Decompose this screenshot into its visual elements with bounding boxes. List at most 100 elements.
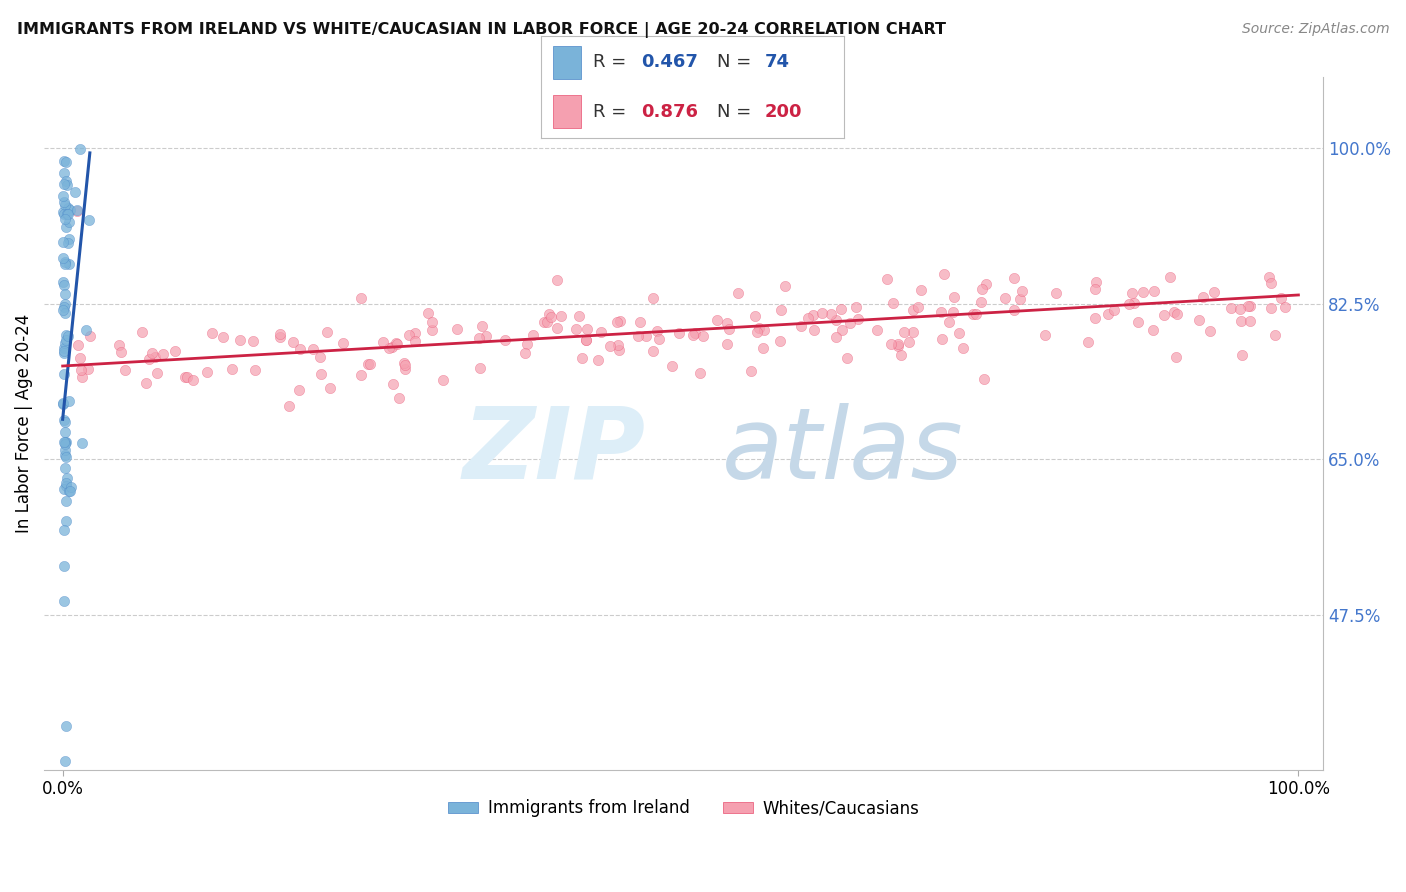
Point xyxy=(706,312,728,326)
Point xyxy=(288,384,311,398)
Point xyxy=(55,178,77,192)
Point xyxy=(1199,324,1222,338)
Point xyxy=(606,315,628,329)
Point xyxy=(1239,299,1261,313)
Point xyxy=(385,336,408,351)
Point xyxy=(56,329,79,343)
Point xyxy=(994,291,1017,305)
Point xyxy=(769,334,792,349)
Point xyxy=(55,254,77,268)
Point xyxy=(882,296,904,310)
Point xyxy=(1188,313,1211,327)
Bar xyxy=(554,45,581,78)
Point xyxy=(831,323,853,337)
Point xyxy=(228,334,250,348)
Point xyxy=(66,202,89,217)
Point xyxy=(75,323,97,337)
Point xyxy=(830,301,852,316)
Point xyxy=(55,154,77,169)
Point xyxy=(53,415,76,429)
Point xyxy=(1126,315,1149,329)
Point xyxy=(1011,284,1033,298)
Point xyxy=(52,341,75,355)
Point xyxy=(571,351,593,366)
Point xyxy=(1077,335,1099,350)
Point xyxy=(901,302,924,317)
Point xyxy=(52,345,75,359)
Point xyxy=(53,461,76,475)
Point xyxy=(384,335,406,350)
Point xyxy=(586,353,609,368)
Point xyxy=(446,322,468,336)
Point xyxy=(55,435,77,450)
Point xyxy=(53,257,76,271)
Point xyxy=(773,279,796,293)
Point xyxy=(53,425,76,439)
Point xyxy=(752,341,775,355)
Point xyxy=(1121,285,1143,300)
Point xyxy=(416,306,439,320)
Point xyxy=(404,326,426,340)
Point xyxy=(108,338,131,352)
Point xyxy=(55,471,77,485)
Point xyxy=(948,326,970,340)
Point xyxy=(302,342,325,356)
Point xyxy=(846,312,869,326)
Point xyxy=(748,320,770,334)
Point xyxy=(1084,282,1107,296)
Text: R =: R = xyxy=(593,54,626,71)
Point xyxy=(1219,301,1241,316)
Point xyxy=(422,315,444,329)
Point xyxy=(110,345,132,359)
Point xyxy=(59,483,82,498)
Point xyxy=(952,341,974,355)
Point xyxy=(55,328,77,343)
Point xyxy=(591,325,613,339)
Point xyxy=(52,413,75,427)
Point xyxy=(1191,290,1213,304)
Point xyxy=(76,362,98,376)
Point xyxy=(471,319,494,334)
Point xyxy=(242,334,264,349)
Point xyxy=(727,286,749,301)
Point xyxy=(52,276,75,290)
Point xyxy=(887,337,910,351)
Point xyxy=(1142,323,1164,337)
Point xyxy=(1159,270,1181,285)
Point xyxy=(59,202,82,217)
Point xyxy=(53,153,76,168)
Point xyxy=(475,329,498,343)
Point xyxy=(628,315,651,329)
Point xyxy=(716,337,738,351)
Point xyxy=(53,754,76,768)
Point xyxy=(1153,308,1175,322)
Point xyxy=(55,476,77,491)
Point xyxy=(55,173,77,187)
Point xyxy=(350,291,373,305)
Point xyxy=(1230,313,1253,327)
Point xyxy=(789,318,811,333)
Point xyxy=(143,351,166,365)
Point xyxy=(1143,284,1166,298)
Point xyxy=(893,326,915,340)
Point xyxy=(1257,270,1279,285)
Text: ZIP: ZIP xyxy=(463,403,645,500)
Point xyxy=(53,306,76,320)
Point xyxy=(56,206,79,220)
Point xyxy=(565,321,588,335)
Text: R =: R = xyxy=(593,103,626,120)
Point xyxy=(974,277,997,292)
Point xyxy=(66,203,89,218)
Point xyxy=(648,332,671,346)
Point xyxy=(55,450,77,464)
Point xyxy=(392,356,415,370)
Point xyxy=(942,305,965,319)
Point xyxy=(332,335,354,350)
Point xyxy=(52,302,75,317)
Point xyxy=(55,718,77,732)
Point xyxy=(388,391,411,405)
Point xyxy=(319,381,342,395)
Point xyxy=(890,348,912,362)
Point xyxy=(53,197,76,211)
Point xyxy=(357,357,380,371)
